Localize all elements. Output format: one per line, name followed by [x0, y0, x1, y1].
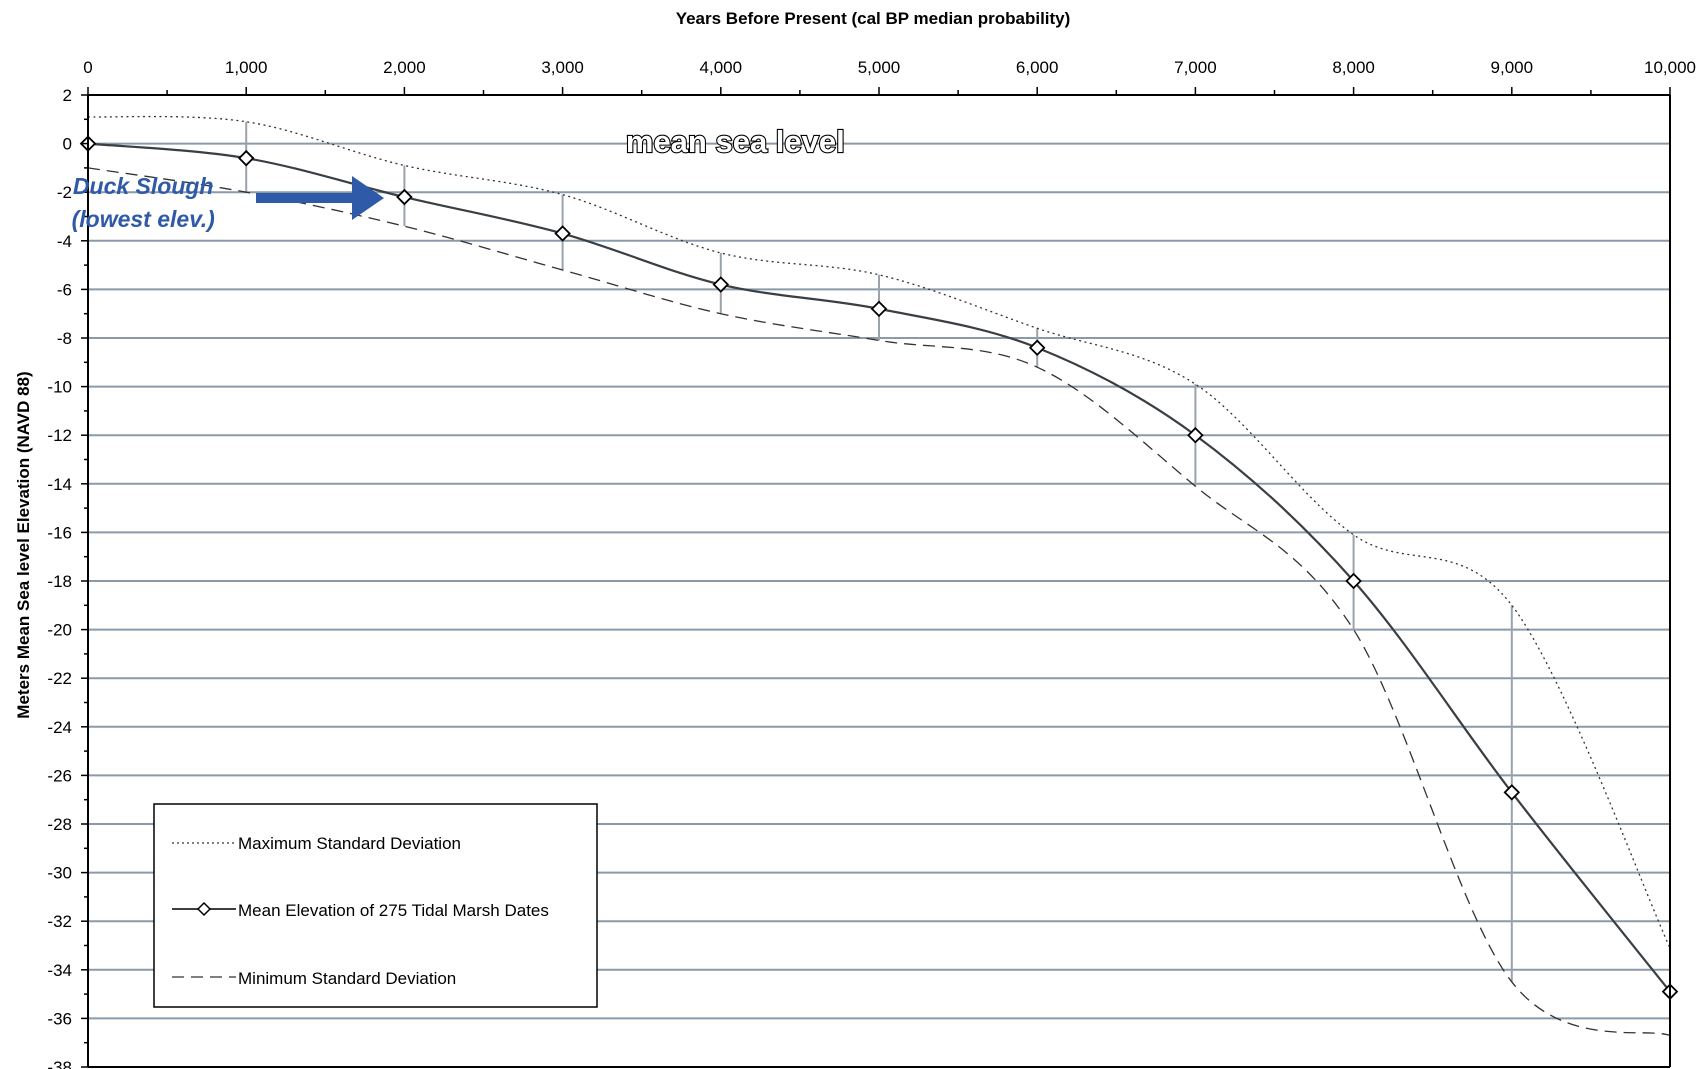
data-point-marker [554, 225, 571, 242]
series-min-std-dev [87, 167, 1671, 1037]
series-lines [79, 115, 1679, 1037]
y-tick-label: -34 [47, 961, 72, 980]
lowest-elevation-label: (lowest elev.) [72, 206, 215, 232]
legend: Maximum Standard Deviation Mean Elevatio… [153, 803, 598, 1008]
x-tick-label: 6,000 [1016, 58, 1059, 77]
y-tick-label: -10 [47, 378, 72, 397]
y-tick-label: -14 [47, 475, 72, 494]
x-tick-label: 4,000 [700, 58, 743, 77]
x-tick-label: 7,000 [1174, 58, 1217, 77]
y-tick-label: -6 [57, 280, 72, 299]
duck-slough-arrow [256, 176, 384, 220]
x-tick-label: 0 [83, 58, 92, 77]
x-tick-label: 10,000 [1644, 58, 1696, 77]
x-tick-label: 9,000 [1491, 58, 1534, 77]
y-tick-label: -22 [47, 669, 72, 688]
y-tick-label: -2 [57, 183, 72, 202]
data-point-marker [1187, 426, 1204, 444]
x-tick-label: 2,000 [383, 58, 426, 77]
y-tick-label: -4 [57, 232, 72, 251]
y-tick-label: -28 [47, 815, 72, 834]
annotations: mean sea level Duck Slough (lowest elev.… [72, 123, 846, 232]
data-point-marker [712, 276, 730, 293]
data-point-marker [396, 188, 413, 206]
duck-slough-label: Duck Slough [73, 173, 214, 199]
data-point-marker [1028, 339, 1046, 356]
y-tick-label: -38 [47, 1058, 72, 1069]
x-tick-label: 8,000 [1332, 58, 1375, 77]
series-mean-elevation [87, 142, 1671, 993]
y-tick-label: -12 [47, 426, 72, 445]
legend-max-label: Maximum Standard Deviation [238, 834, 461, 853]
x-axis-title: Years Before Present (cal BP median prob… [676, 9, 1071, 28]
x-tick-label: 5,000 [858, 58, 901, 77]
axes: 0 1,000 2,000 3,000 4,000 5,000 6,000 7,000 8,00… [14, 9, 1696, 1069]
data-point-marker [237, 149, 255, 167]
legend-box [153, 803, 598, 1008]
series-max-std-dev [87, 115, 1671, 949]
x-tick-label: 1,000 [225, 58, 268, 77]
y-tick-label: 2 [63, 86, 72, 105]
data-point-marker [1345, 572, 1362, 590]
data-point-marker [1503, 784, 1521, 801]
y-tick-label: -24 [47, 718, 72, 737]
y-tick-label: -20 [47, 621, 72, 640]
y-tick-label: -26 [47, 766, 72, 785]
y-tick-label: -18 [47, 572, 72, 591]
x-tick-label: 3,000 [541, 58, 584, 77]
y-tick-label: -30 [47, 864, 72, 883]
y-tick-label: -32 [47, 912, 72, 931]
data-point-marker [870, 300, 888, 318]
y-tick-label: 0 [63, 135, 72, 154]
grid-lines [88, 142, 1670, 1020]
legend-min-label: Minimum Standard Deviation [238, 969, 456, 988]
y-tick-label: -16 [47, 523, 72, 542]
y-axis-title: Meters Mean Sea level Elevation (NAVD 88… [14, 371, 33, 718]
legend-mean-marker [196, 901, 212, 917]
y-tick-label: -36 [47, 1009, 72, 1028]
y-tick-label: -8 [57, 329, 72, 348]
legend-mean-label: Mean Elevation of 275 Tidal Marsh Dates [238, 901, 549, 920]
mean-sea-level-label: mean sea level [626, 124, 845, 159]
